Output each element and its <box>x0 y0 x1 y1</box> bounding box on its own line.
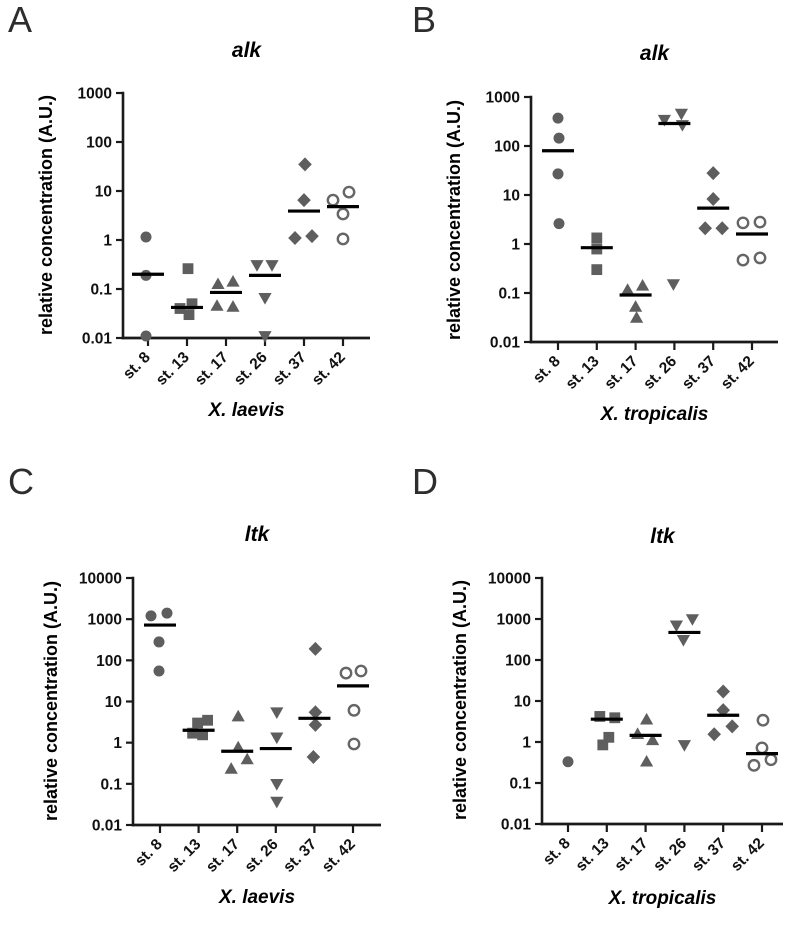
svg-text:st. 8: st. 8 <box>132 836 166 870</box>
svg-text:1000: 1000 <box>88 612 122 629</box>
y-axis-label-d: relative concentration (A.U.) <box>450 579 470 821</box>
svg-text:st. 37: st. 37 <box>689 835 729 875</box>
svg-text:st. 13: st. 13 <box>573 835 613 875</box>
svg-text:st. 17: st. 17 <box>611 835 651 875</box>
x-axis-label-d: X. tropicalis <box>608 888 717 909</box>
svg-text:st. 13: st. 13 <box>563 353 603 393</box>
svg-text:st. 42: st. 42 <box>718 353 758 393</box>
svg-text:st. 26: st. 26 <box>231 349 271 389</box>
svg-text:100: 100 <box>505 653 531 670</box>
x-axis-label-b: X. tropicalis <box>600 404 709 425</box>
y-axis-label-a: relative concentration (A.U.) <box>36 94 56 336</box>
svg-text:1: 1 <box>113 735 122 752</box>
svg-text:st. 37: st. 37 <box>270 349 310 389</box>
svg-text:0.1: 0.1 <box>509 776 531 793</box>
svg-text:0.01: 0.01 <box>82 331 113 348</box>
svg-text:st. 8: st. 8 <box>530 353 564 387</box>
svg-text:100: 100 <box>96 653 122 670</box>
svg-text:0.01: 0.01 <box>490 335 521 352</box>
svg-text:1000: 1000 <box>78 86 112 103</box>
svg-text:0.1: 0.1 <box>90 282 112 299</box>
svg-text:st. 42: st. 42 <box>728 835 768 875</box>
chart-title-b: alk <box>639 42 670 65</box>
svg-text:1: 1 <box>522 735 531 752</box>
chart-title-a: alk <box>231 39 262 62</box>
svg-text:st. 26: st. 26 <box>640 353 680 393</box>
y-axis-label-b: relative concentration (A.U.) <box>444 99 464 341</box>
svg-text:10: 10 <box>503 188 520 205</box>
svg-text:0.01: 0.01 <box>92 818 123 835</box>
y-axis-label-c: relative concentration (A.U.) <box>41 580 61 822</box>
svg-text:10000: 10000 <box>488 571 531 588</box>
svg-text:st. 17: st. 17 <box>192 349 232 389</box>
svg-text:st. 42: st. 42 <box>309 349 349 389</box>
svg-text:st. 17: st. 17 <box>601 353 641 393</box>
svg-text:st. 8: st. 8 <box>120 349 154 383</box>
svg-text:100: 100 <box>86 135 112 152</box>
svg-text:st. 13: st. 13 <box>153 349 193 389</box>
svg-text:0.1: 0.1 <box>498 286 520 303</box>
svg-text:1: 1 <box>511 237 520 254</box>
chart-title-c: ltk <box>244 523 270 546</box>
chart-title-d: ltk <box>650 525 675 548</box>
svg-text:0.1: 0.1 <box>100 776 122 793</box>
svg-text:st. 37: st. 37 <box>280 836 320 876</box>
panel-label-d: D <box>412 461 438 502</box>
x-axis-label-a: X. laevis <box>208 400 285 421</box>
svg-text:st. 17: st. 17 <box>203 836 243 876</box>
svg-text:st. 8: st. 8 <box>540 835 574 869</box>
svg-text:1000: 1000 <box>486 90 520 107</box>
svg-text:10: 10 <box>514 694 531 711</box>
svg-text:1000: 1000 <box>497 612 531 629</box>
x-axis-label-c: X. laevis <box>218 887 296 908</box>
svg-text:st. 42: st. 42 <box>319 836 359 876</box>
svg-text:10: 10 <box>95 184 112 201</box>
panel-label-a: A <box>8 0 33 40</box>
panel-label-b: B <box>412 0 437 40</box>
svg-text:10000: 10000 <box>79 571 122 588</box>
svg-text:10: 10 <box>105 694 122 711</box>
svg-text:st. 37: st. 37 <box>679 353 719 393</box>
svg-text:st. 26: st. 26 <box>242 836 282 876</box>
svg-text:100: 100 <box>494 139 520 156</box>
svg-text:st. 13: st. 13 <box>164 836 204 876</box>
svg-text:1: 1 <box>103 233 112 250</box>
panel-label-c: C <box>8 461 34 502</box>
svg-text:st. 26: st. 26 <box>650 835 690 875</box>
svg-text:0.01: 0.01 <box>501 817 532 834</box>
